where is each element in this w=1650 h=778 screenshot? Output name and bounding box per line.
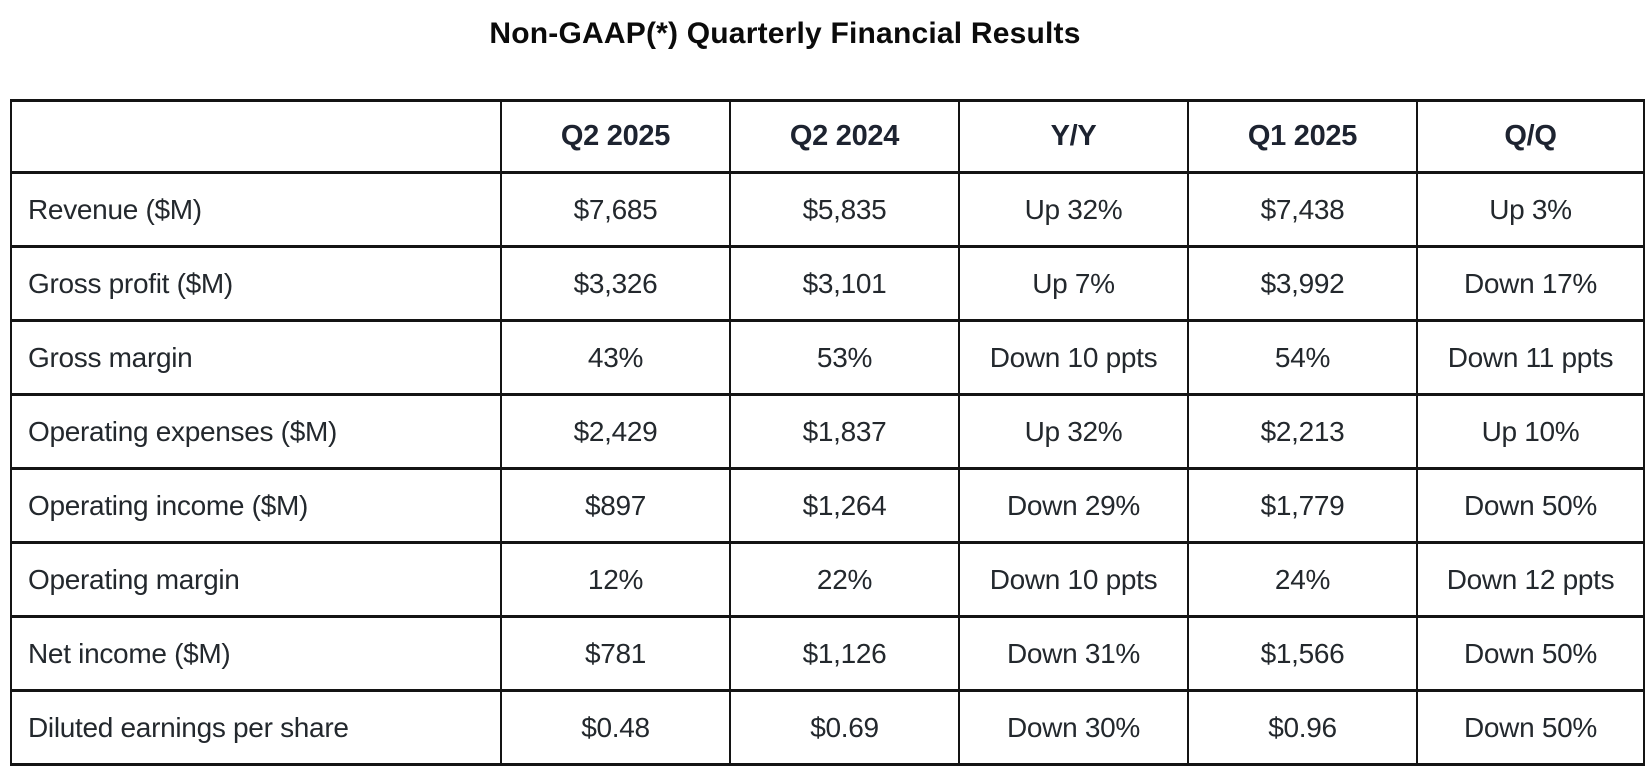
value-cell: Down 10 ppts xyxy=(958,319,1189,396)
value-cell: $5,835 xyxy=(729,171,960,248)
value-cell: $1,264 xyxy=(729,467,960,544)
value-cell: Down 12 ppts xyxy=(1416,541,1645,618)
column-header-q2-2025: Q2 2025 xyxy=(500,99,731,174)
value-cell: Down 31% xyxy=(958,615,1189,692)
value-cell: $3,101 xyxy=(729,245,960,322)
value-cell: $1,566 xyxy=(1187,615,1418,692)
value-cell: Down 11 ppts xyxy=(1416,319,1645,396)
value-cell: 43% xyxy=(500,319,731,396)
value-cell: Down 50% xyxy=(1416,615,1645,692)
value-cell: $1,837 xyxy=(729,393,960,470)
value-cell: $0.69 xyxy=(729,689,960,766)
value-cell: 12% xyxy=(500,541,731,618)
value-cell: Up 32% xyxy=(958,393,1189,470)
value-cell: Down 50% xyxy=(1416,467,1645,544)
table-row-operating-expenses-m: Operating expenses ($M) $2,429 $1,837 Up 32… xyxy=(10,393,1645,470)
column-header-q-q: Q/Q xyxy=(1416,99,1645,174)
column-header-y-y: Y/Y xyxy=(958,99,1189,174)
row-label: Net income ($M) xyxy=(10,615,502,692)
value-cell: 24% xyxy=(1187,541,1418,618)
value-cell: Up 32% xyxy=(958,171,1189,248)
value-cell: Up 10% xyxy=(1416,393,1645,470)
value-cell: Up 7% xyxy=(958,245,1189,322)
value-cell: $2,429 xyxy=(500,393,731,470)
value-cell: $3,326 xyxy=(500,245,731,322)
value-cell: 22% xyxy=(729,541,960,618)
value-cell: $781 xyxy=(500,615,731,692)
table-row-operating-income-m: Operating income ($M) $897 $1,264 Down 29% $… xyxy=(10,467,1645,544)
header-row: Q2 2025 Q2 2024 Y/Y Q1 2025 Q/Q xyxy=(10,99,1645,174)
value-cell: Down 30% xyxy=(958,689,1189,766)
table-head: Q2 2025 Q2 2024 Y/Y Q1 2025 Q/Q xyxy=(10,99,1645,174)
row-label: Gross profit ($M) xyxy=(10,245,502,322)
column-header-q2-2024: Q2 2024 xyxy=(729,99,960,174)
value-cell: $3,992 xyxy=(1187,245,1418,322)
value-cell: 54% xyxy=(1187,319,1418,396)
value-cell: Down 17% xyxy=(1416,245,1645,322)
value-cell: $1,126 xyxy=(729,615,960,692)
row-label: Gross margin xyxy=(10,319,502,396)
financial-results-table: Q2 2025 Q2 2024 Y/Y Q1 2025 Q/Q Revenue ($M)… xyxy=(10,99,1645,766)
table-row-operating-margin: Operating margin 12% 22% Down 10 ppts 24% Dow… xyxy=(10,541,1645,618)
row-label: Operating expenses ($M) xyxy=(10,393,502,470)
page-title: Non-GAAP(*) Quarterly Financial Results xyxy=(489,17,1081,50)
row-label: Revenue ($M) xyxy=(10,171,502,248)
table-row-net-income-m: Net income ($M) $781 $1,126 Down 31% $1,566 D… xyxy=(10,615,1645,692)
row-label: Operating income ($M) xyxy=(10,467,502,544)
column-header-q1-2025: Q1 2025 xyxy=(1187,99,1418,174)
row-label: Diluted earnings per share xyxy=(10,689,502,766)
table-body: Revenue ($M) $7,685 $5,835 Up 32% $7,438 Up 3… xyxy=(10,171,1645,766)
table-row-gross-profit-m: Gross profit ($M) $3,326 $3,101 Up 7% $3,992… xyxy=(10,245,1645,322)
value-cell: Down 29% xyxy=(958,467,1189,544)
value-cell: $897 xyxy=(500,467,731,544)
value-cell: $0.96 xyxy=(1187,689,1418,766)
value-cell: $1,779 xyxy=(1187,467,1418,544)
table-row-gross-margin: Gross margin 43% 53% Down 10 ppts 54% Down 11… xyxy=(10,319,1645,396)
value-cell: $0.48 xyxy=(500,689,731,766)
value-cell: $7,685 xyxy=(500,171,731,248)
value-cell: $2,213 xyxy=(1187,393,1418,470)
table-row-revenue-m: Revenue ($M) $7,685 $5,835 Up 32% $7,438 Up 3… xyxy=(10,171,1645,248)
value-cell: Down 10 ppts xyxy=(958,541,1189,618)
row-label: Operating margin xyxy=(10,541,502,618)
value-cell: Up 3% xyxy=(1416,171,1645,248)
value-cell: 53% xyxy=(729,319,960,396)
value-cell: Down 50% xyxy=(1416,689,1645,766)
table-row-diluted-earnings-per-share: Diluted earnings per share $0.48 $0.69 Down… xyxy=(10,689,1645,766)
corner-header-cell xyxy=(10,99,502,174)
value-cell: $7,438 xyxy=(1187,171,1418,248)
